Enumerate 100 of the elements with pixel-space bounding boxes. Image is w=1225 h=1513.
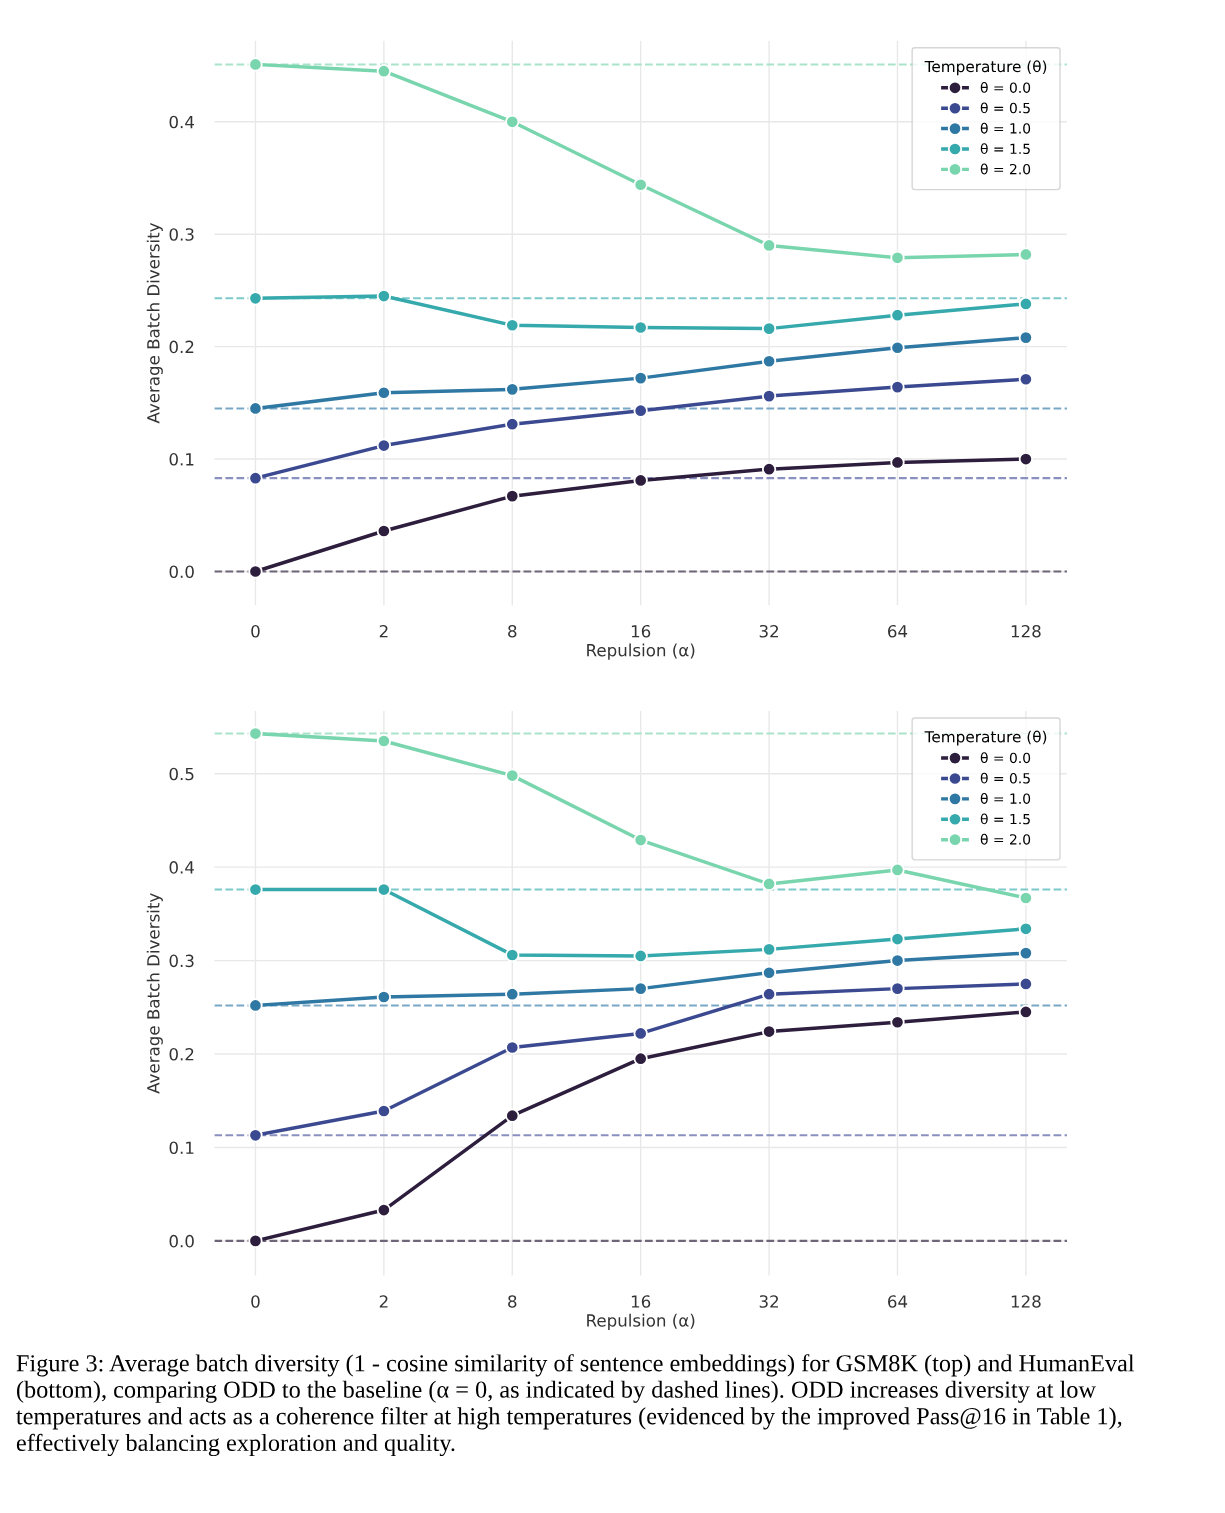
legend-label: θ = 1.0 (980, 122, 1031, 134)
point (890, 308, 905, 323)
point (248, 882, 263, 897)
point (761, 388, 777, 404)
point (505, 417, 520, 432)
point (248, 471, 263, 486)
legend-title: Temperature (θ) (924, 730, 1047, 746)
point (248, 564, 263, 579)
legend-title: Temperature (θ) (924, 60, 1047, 76)
point (1018, 1004, 1034, 1020)
point (376, 288, 392, 304)
point (1018, 976, 1034, 992)
point (376, 438, 392, 453)
point (1018, 451, 1034, 467)
x-tick-label: 128 (1011, 624, 1041, 638)
y-tick-label: 0.1 (169, 1141, 194, 1155)
point (248, 291, 263, 306)
point (1018, 945, 1034, 961)
y-tick-label: 0.1 (169, 453, 194, 466)
point (376, 882, 392, 897)
x-tick-label: 0 (251, 1295, 260, 1308)
point (376, 385, 392, 400)
point (633, 320, 648, 335)
legend-label: θ = 1.0 (980, 793, 1031, 804)
point (761, 321, 777, 336)
x-tick-label: 8 (508, 1295, 517, 1308)
point (890, 981, 905, 996)
x-tick-label: 2 (379, 1295, 388, 1308)
y-tick-label: 0.0 (169, 1234, 194, 1248)
point (248, 998, 263, 1013)
y-axis-title: Average Batch Diversity (146, 222, 163, 424)
point (890, 931, 905, 947)
x-tick-label: 32 (759, 1295, 779, 1308)
y-tick-label: 0.4 (169, 861, 194, 874)
point (761, 942, 777, 957)
x-tick-label: 16 (631, 624, 651, 638)
point (376, 1103, 392, 1119)
point (761, 462, 777, 477)
point (1018, 330, 1034, 345)
point (1018, 921, 1034, 936)
point (890, 250, 905, 265)
point (376, 733, 392, 749)
point (890, 455, 905, 470)
point (890, 953, 905, 968)
y-tick-label: 0.3 (169, 228, 194, 241)
point (633, 981, 648, 996)
x-tick-label: 8 (508, 624, 517, 638)
point (505, 318, 520, 333)
point (505, 987, 520, 1002)
legend-label: θ = 1.5 (980, 143, 1030, 155)
y-tick-label: 0.3 (169, 954, 194, 968)
point (248, 1233, 263, 1249)
point (761, 1024, 777, 1039)
point (376, 523, 392, 539)
point (505, 1108, 520, 1123)
x-tick-label: 16 (631, 1295, 651, 1308)
y-tick-label: 0.4 (169, 115, 194, 129)
point (1018, 296, 1034, 312)
point (1018, 372, 1034, 387)
point (376, 64, 392, 79)
legend-label: θ = 2.0 (980, 833, 1031, 845)
point (761, 876, 777, 892)
x-tick-label: 2 (379, 624, 388, 638)
point (248, 57, 263, 72)
point (633, 1051, 648, 1066)
point (633, 177, 648, 192)
x-tick-label: 32 (759, 624, 779, 638)
point (633, 948, 648, 964)
point (505, 382, 520, 397)
x-tick-label: 64 (888, 624, 908, 638)
y-tick-label: 0.2 (169, 1047, 194, 1061)
point (505, 114, 520, 129)
x-tick-label: 0 (251, 624, 260, 638)
point (505, 1040, 520, 1055)
point (505, 768, 520, 783)
point (1018, 247, 1034, 262)
legend-label: θ = 1.5 (980, 813, 1030, 825)
y-tick-label: 0.2 (169, 340, 194, 354)
legend-label: θ = 0.5 (980, 772, 1030, 784)
point (890, 379, 905, 395)
point (1018, 890, 1034, 906)
legend-label: θ = 0.5 (980, 102, 1030, 114)
point (505, 488, 520, 504)
point (633, 370, 648, 386)
point (248, 401, 263, 416)
point (633, 473, 648, 488)
point (890, 862, 905, 878)
point (761, 987, 777, 1002)
point (890, 1015, 905, 1030)
point (633, 832, 648, 848)
y-axis-title: Average Batch Diversity (146, 893, 163, 1094)
point (761, 238, 777, 253)
x-axis-title: Repulsion (α) (587, 643, 695, 660)
point (376, 1202, 392, 1218)
point (505, 947, 520, 963)
point (761, 965, 777, 980)
x-axis-title: Repulsion (α) (587, 1313, 695, 1330)
legend-label: θ = 2.0 (980, 163, 1031, 175)
point (248, 1128, 263, 1143)
point (633, 1026, 648, 1041)
